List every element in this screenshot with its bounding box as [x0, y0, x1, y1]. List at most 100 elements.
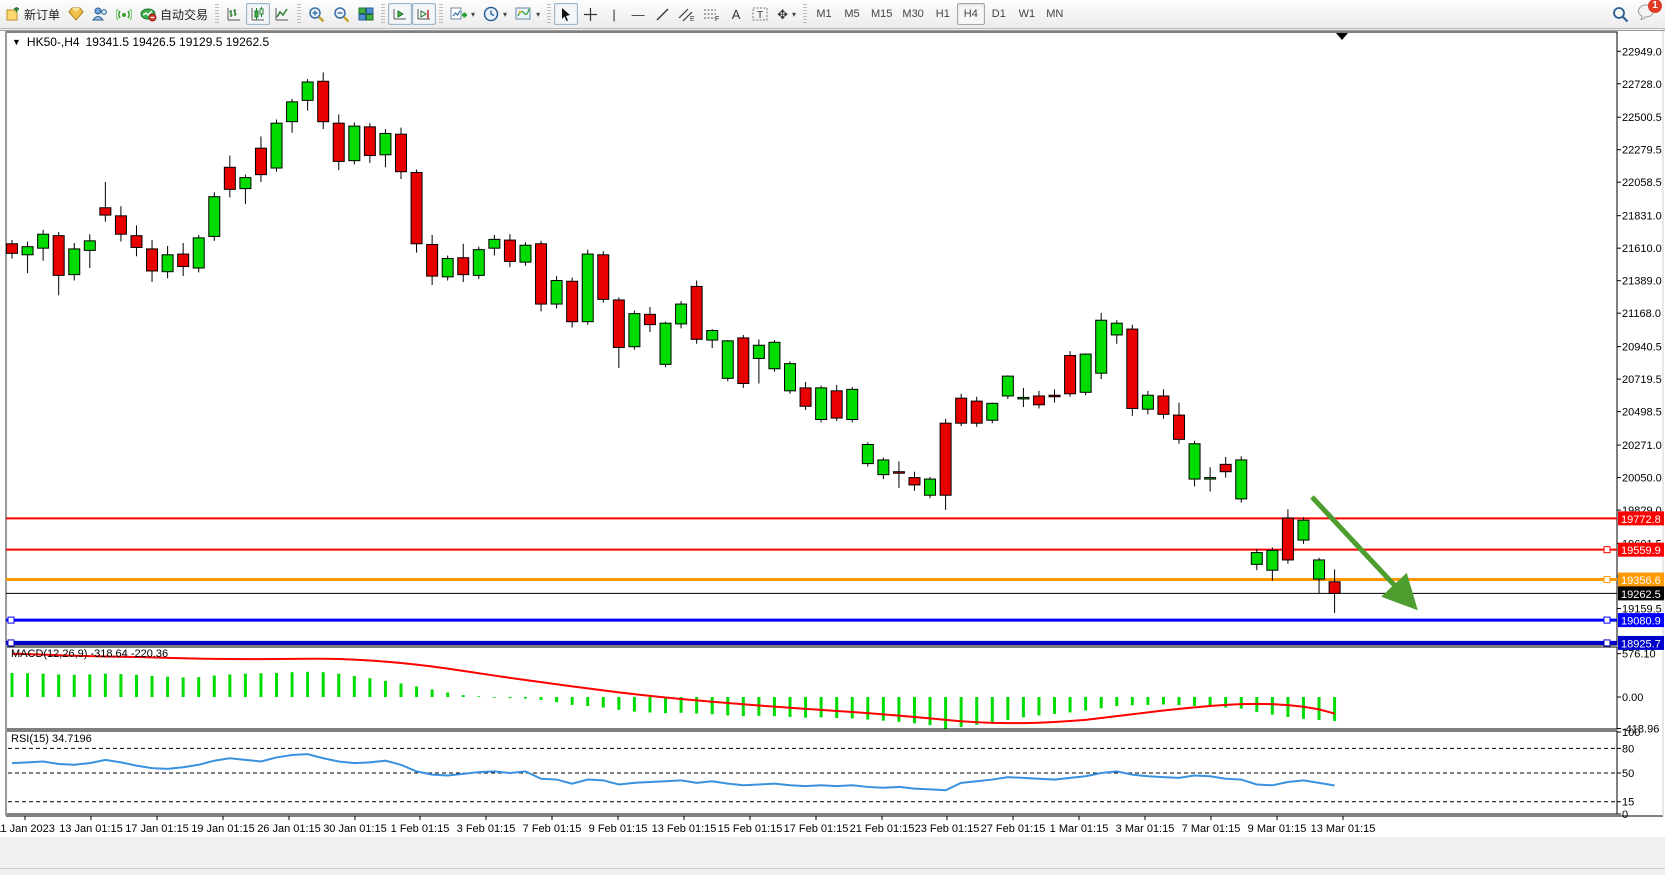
horizontal-lines-layer[interactable]: 19772.8 19559.9 19356.6 19262.5 19080.9 18925… [6, 511, 1664, 650]
cursor-tool-button[interactable] [554, 3, 579, 25]
line-chart-icon [275, 8, 289, 21]
svg-text:-418.96: -418.96 [1622, 724, 1659, 736]
label-tool-button[interactable]: T [748, 3, 773, 25]
trendline-icon [656, 8, 669, 20]
candle [612, 299, 625, 348]
main-toolbar: 新订单 自动交易 ▾ ▾ [0, 0, 1665, 29]
vertical-line-icon: | [612, 6, 616, 22]
line-handle[interactable] [7, 616, 15, 624]
vertical-line-tool-button[interactable]: | [602, 3, 626, 25]
candle [908, 477, 921, 486]
candle [286, 101, 299, 123]
new-order-icon [6, 6, 19, 20]
candle [1266, 549, 1279, 571]
candle [1204, 477, 1217, 480]
arrows-icon: ✥ [777, 6, 788, 22]
toolbar-grip[interactable] [439, 4, 444, 24]
candlestick-chart-button[interactable] [246, 3, 271, 25]
fibonacci-tool-button[interactable]: F [699, 3, 724, 25]
notifications-button[interactable]: 1 [1637, 0, 1662, 25]
zoom-in-icon [309, 6, 325, 22]
timeframe-W1[interactable]: W1 [1018, 8, 1036, 20]
candle [488, 238, 501, 249]
svg-text:30 Jan 01:15: 30 Jan 01:15 [323, 823, 387, 835]
chart-window: ▼ HK50-,H4 19341.5 19426.5 19129.5 19262… [0, 30, 1665, 875]
collapse-triangle-icon[interactable]: ▼ [12, 37, 21, 47]
toolbar-grip[interactable] [547, 4, 552, 24]
timeframe-H1[interactable]: H1 [935, 8, 950, 20]
bar-chart-icon [227, 8, 241, 21]
svg-text:17 Jan 01:15: 17 Jan 01:15 [125, 823, 189, 835]
timeframe-M1[interactable]: M1 [816, 8, 832, 20]
candle [815, 387, 828, 421]
crosshair-tool-button[interactable] [578, 3, 602, 25]
candle [519, 244, 532, 263]
chevron-down-icon: ▾ [503, 9, 508, 19]
candle [1313, 559, 1326, 580]
timeframe-MN[interactable]: MN [1046, 8, 1064, 20]
chart-shift-button[interactable] [412, 3, 437, 25]
candle [1328, 581, 1341, 594]
chart-plot-area[interactable]: 22949.0 22728.0 22500.5 22279.5 22058.5 21831… [0, 31, 1665, 838]
candle [426, 244, 439, 277]
horizontal-line-tool-button[interactable]: — [626, 3, 650, 25]
candle [239, 177, 252, 190]
candle [581, 253, 594, 323]
auto-scroll-button[interactable] [388, 3, 413, 25]
signal-button[interactable] [112, 3, 136, 25]
pane-frames [5, 31, 1664, 817]
tile-windows-icon [358, 7, 374, 21]
line-handle[interactable] [1603, 616, 1611, 624]
timeframe-M30[interactable]: M30 [902, 8, 924, 20]
rsi-indicator-label: RSI(15) 34.7196 [11, 733, 92, 745]
candle [1126, 328, 1139, 409]
search-icon[interactable] [1612, 6, 1629, 23]
svg-text:21831.0: 21831.0 [1622, 211, 1662, 223]
candle [1250, 552, 1263, 565]
candle [1219, 463, 1232, 473]
text-tool-button[interactable]: A [724, 3, 748, 25]
timeframe-M15[interactable]: M15 [871, 8, 893, 20]
timeframe-H4[interactable]: H4 [956, 3, 985, 25]
new-chart-button[interactable]: ▾ [446, 3, 479, 25]
toolbar-grip[interactable] [215, 4, 220, 24]
candle [1079, 353, 1092, 393]
candle [1188, 443, 1201, 480]
chart-title: ▼ HK50-,H4 19341.5 19426.5 19129.5 19262… [12, 35, 269, 49]
new-order-button[interactable]: 新订单 [2, 3, 64, 25]
tile-windows-button[interactable] [354, 3, 378, 25]
toolbar-grip[interactable] [803, 4, 807, 24]
zoom-in-button[interactable] [304, 3, 329, 25]
toolbar-grip[interactable] [381, 4, 386, 24]
arrows-tool-button[interactable]: ✥ ▾ [773, 3, 800, 25]
chart-wizard-button[interactable] [64, 3, 88, 25]
candle [892, 471, 905, 474]
line-handle[interactable] [1603, 576, 1611, 584]
timeframe-D1[interactable]: D1 [991, 8, 1006, 20]
svg-text:0: 0 [1622, 809, 1628, 821]
candle [114, 215, 127, 235]
line-handle[interactable] [7, 639, 15, 647]
indicators-button[interactable]: ▾ [511, 3, 544, 25]
toolbar-grip[interactable] [297, 4, 302, 24]
line-handle[interactable] [1603, 639, 1611, 647]
trend-arrow[interactable] [1310, 495, 1418, 611]
svg-text:7 Mar 01:15: 7 Mar 01:15 [1182, 823, 1241, 835]
chevron-down-icon: ▾ [536, 9, 541, 19]
line-handle[interactable] [1603, 546, 1611, 554]
timeframe-M5[interactable]: M5 [844, 8, 860, 20]
candle [348, 125, 361, 162]
bar-chart-button[interactable] [222, 3, 246, 25]
candle [628, 313, 641, 348]
candle [363, 126, 376, 157]
period-button[interactable]: ▾ [479, 3, 511, 25]
channel-tool-button[interactable]: E [674, 3, 699, 25]
notification-badge: 1 [1648, 0, 1662, 13]
candle [208, 196, 221, 237]
zoom-out-button[interactable] [329, 3, 354, 25]
auto-trading-button[interactable]: 自动交易 [136, 3, 212, 25]
line-chart-button[interactable] [270, 3, 294, 25]
profile-button[interactable] [88, 3, 112, 25]
trendline-tool-button[interactable] [650, 3, 674, 25]
new-chart-icon [450, 7, 468, 20]
